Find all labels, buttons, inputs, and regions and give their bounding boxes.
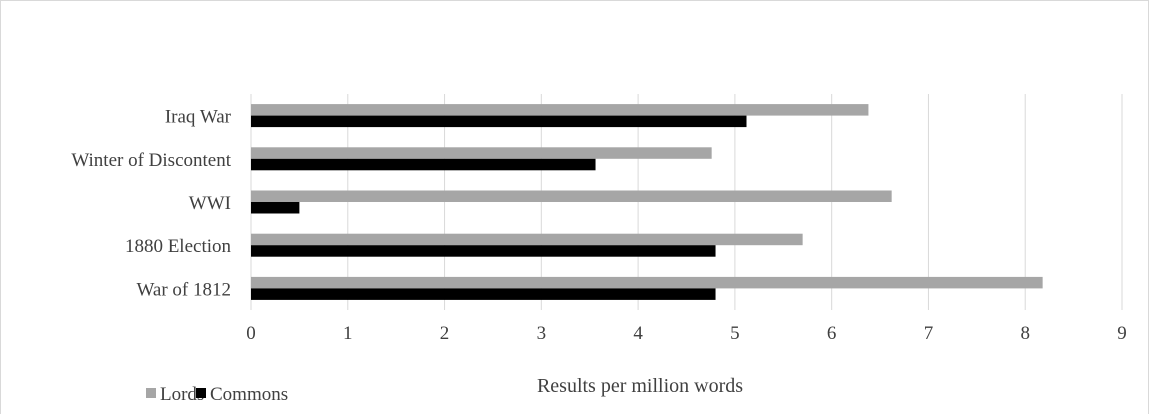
category-label-4: Iraq War	[165, 107, 232, 128]
bar-lords-2	[251, 190, 892, 202]
bar-lords-1	[251, 233, 803, 246]
bar-lords-0	[251, 276, 1043, 289]
x-tick-label-4: 4	[633, 323, 643, 344]
x-axis-title: Results per million words	[537, 375, 743, 397]
bar-commons-0	[251, 288, 716, 300]
x-tick-label-0: 0	[246, 323, 256, 344]
x-tick-label-1: 1	[343, 323, 353, 344]
category-label-3: Winter of Discontent	[71, 150, 231, 171]
x-tick-label-3: 3	[537, 323, 547, 344]
legend-label-lords: Lords	[160, 384, 204, 405]
category-label-1: 1880 Election	[125, 236, 232, 257]
category-label-0: War of 1812	[137, 279, 232, 300]
x-tick-labels: 0 1 2 3 4 5 6 7 8 9	[246, 323, 1127, 344]
category-label-2: WWI	[189, 193, 231, 214]
legend: Lords Commons	[146, 384, 288, 405]
x-tick-label-2: 2	[440, 323, 450, 344]
bar-commons-3	[251, 158, 596, 171]
x-tick-label-9: 9	[1117, 323, 1127, 344]
bars	[251, 104, 1043, 300]
bar-lords-4	[251, 104, 869, 116]
category-labels: War of 1812 1880 Election WWI Winter of Dis…	[71, 107, 231, 301]
bar-lords-3	[251, 147, 712, 159]
bar-commons-2	[251, 202, 300, 214]
x-tick-label-5: 5	[730, 323, 740, 344]
x-tick-label-6: 6	[827, 323, 837, 344]
legend-swatch-lords	[146, 388, 156, 398]
bar-commons-4	[251, 115, 747, 128]
bar-commons-1	[251, 245, 716, 257]
x-tick-label-7: 7	[924, 323, 934, 344]
legend-label-commons: Commons	[210, 384, 288, 405]
legend-swatch-commons	[196, 388, 206, 398]
x-tick-label-8: 8	[1020, 323, 1030, 344]
